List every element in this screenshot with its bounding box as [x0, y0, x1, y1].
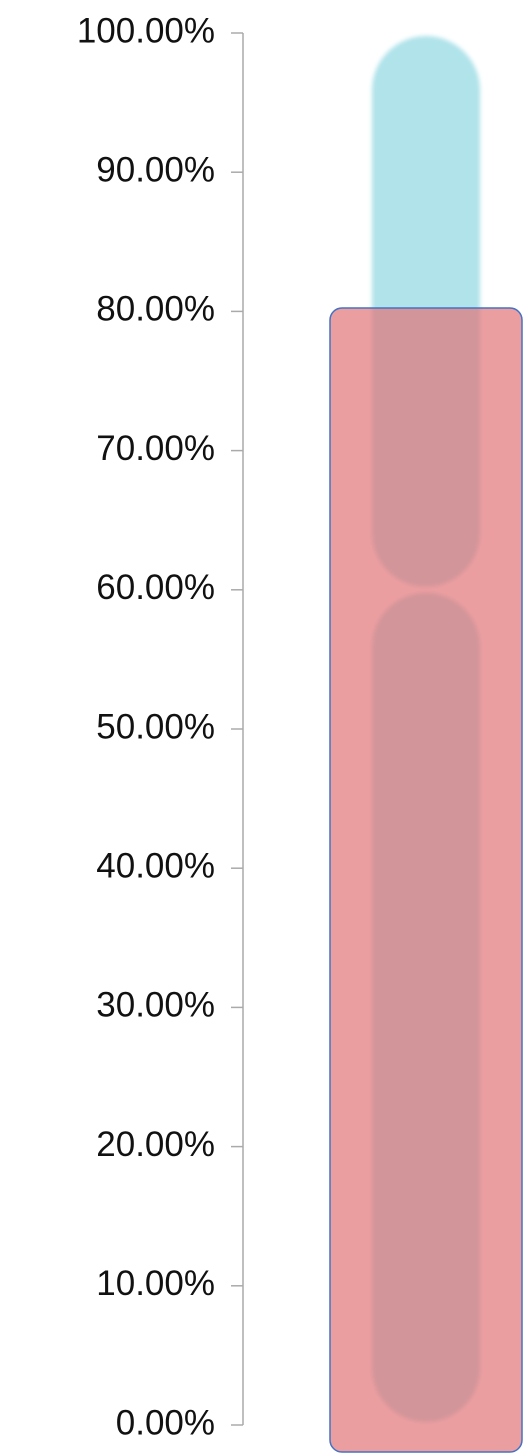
y-tick-label: 20.00%	[96, 1125, 215, 1164]
y-tick-label: 0.00%	[116, 1403, 215, 1442]
y-tick-label: 80.00%	[96, 290, 215, 329]
y-tick-label: 60.00%	[96, 568, 215, 607]
y-tick-label: 30.00%	[96, 986, 215, 1025]
y-tick-label: 70.00%	[96, 429, 215, 468]
y-tick-label: 50.00%	[96, 707, 215, 746]
y-tick-label: 10.00%	[96, 1264, 215, 1303]
y-tick-label: 100.00%	[77, 11, 215, 50]
y-tick-label: 90.00%	[96, 150, 215, 189]
highlight-box	[329, 307, 523, 1453]
y-tick-label: 40.00%	[96, 846, 215, 885]
